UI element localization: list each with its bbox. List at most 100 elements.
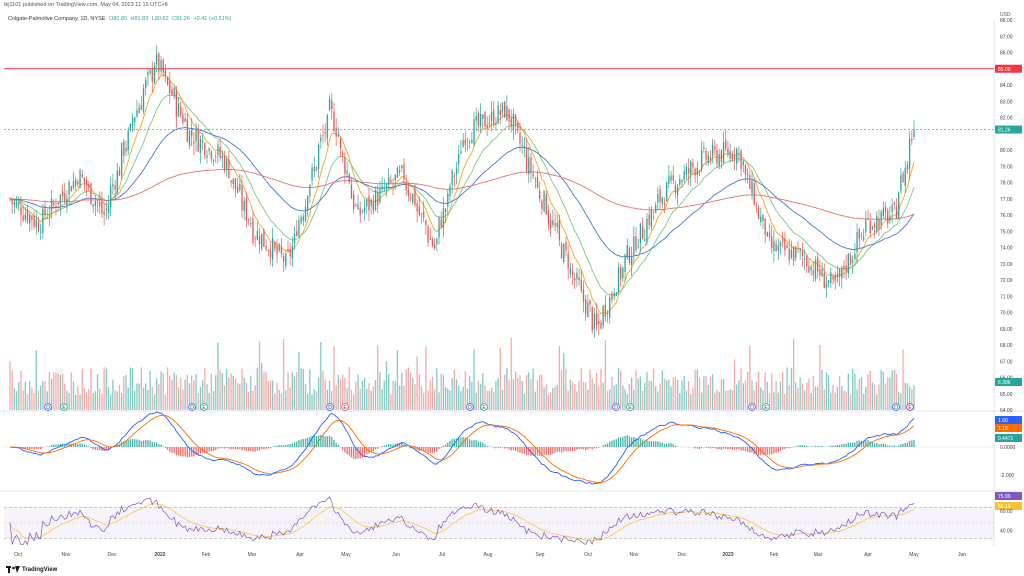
volume-bar xyxy=(344,377,346,410)
candle xyxy=(655,201,657,214)
candle xyxy=(77,178,79,188)
candle xyxy=(525,138,528,175)
symbol-name: Colgate-Palmolive Company, 1D, NYSE xyxy=(8,16,106,22)
volume-bar xyxy=(390,394,392,410)
candle xyxy=(543,189,545,213)
volume-bar xyxy=(90,368,92,410)
macd-hist-bar xyxy=(694,447,696,449)
volume-bar xyxy=(298,351,300,410)
volume-bar xyxy=(278,389,280,410)
price-tick-label: 75.00 xyxy=(1000,229,1013,235)
macd-hist-bar xyxy=(534,447,536,456)
macd-hist-bar xyxy=(53,444,55,447)
candle-body xyxy=(344,157,346,174)
volume-bar xyxy=(407,367,410,410)
candle-body xyxy=(394,174,396,181)
symbol-legend: Colgate-Palmolive Company, 1D, NYSE O80.… xyxy=(8,16,233,22)
macd-hist-bar xyxy=(755,447,758,455)
macd-hist-bar xyxy=(571,447,574,451)
macd-hist-bar xyxy=(75,443,77,447)
macd-hist-bar xyxy=(300,439,302,447)
candle-body xyxy=(600,322,602,329)
candle xyxy=(252,211,254,246)
candle xyxy=(258,227,261,255)
candle-body xyxy=(215,156,217,158)
volume-bar xyxy=(48,372,51,410)
volume-bar xyxy=(676,379,679,410)
macd-hist-bar xyxy=(821,445,823,447)
volume-bar xyxy=(655,386,657,410)
volume-bar xyxy=(396,350,399,410)
macd-hist-bar xyxy=(740,447,742,451)
candle xyxy=(510,109,512,133)
candle xyxy=(92,204,94,214)
candle-body xyxy=(823,272,825,289)
candle xyxy=(250,217,252,227)
candle-body xyxy=(339,138,342,148)
macd-hist-bar xyxy=(138,439,140,447)
macd-hist-bar xyxy=(788,447,790,449)
volume-bar xyxy=(539,374,541,410)
volume-bar xyxy=(615,384,617,410)
volume-bar xyxy=(103,367,105,410)
candle xyxy=(843,260,845,279)
volume-bar xyxy=(267,381,269,410)
volume-bar xyxy=(681,380,683,410)
macd-hist-bar xyxy=(729,447,731,450)
candle-body xyxy=(827,280,830,283)
macd-hist-bar xyxy=(372,447,375,452)
candle-body xyxy=(821,268,823,277)
volume-bar xyxy=(749,345,751,410)
candle xyxy=(272,228,274,267)
macd-hist-bar xyxy=(589,447,591,449)
candle-body xyxy=(85,180,88,186)
candle-body xyxy=(733,155,736,159)
volume-bar xyxy=(366,388,368,410)
volume-bar xyxy=(24,381,26,410)
volume-bar xyxy=(195,373,197,410)
volume-bar xyxy=(830,392,832,410)
volume-bar xyxy=(799,377,801,410)
candle-body xyxy=(449,185,451,197)
candle xyxy=(350,177,353,199)
candle xyxy=(241,174,243,219)
candle-body xyxy=(184,118,186,122)
macd-hist-bar xyxy=(569,447,572,452)
macd-hist-bar xyxy=(162,446,164,447)
volume-bar xyxy=(77,386,79,410)
volume-bar xyxy=(431,376,434,410)
macd-hist-bar xyxy=(381,446,383,447)
volume-bar xyxy=(854,373,856,410)
volume-bar xyxy=(641,390,644,410)
candle xyxy=(105,201,107,220)
macd-hist-bar xyxy=(208,447,210,452)
candle xyxy=(854,243,856,260)
candle-body xyxy=(576,272,578,280)
candle xyxy=(698,169,701,177)
volume-bar xyxy=(519,375,521,410)
candle xyxy=(151,61,153,93)
volume-bar xyxy=(42,380,44,410)
volume-bar xyxy=(405,369,407,410)
candle-body xyxy=(53,203,55,206)
candle xyxy=(66,190,68,213)
candle xyxy=(44,200,46,221)
candle xyxy=(289,242,291,266)
volume-bar xyxy=(547,394,550,410)
badge-circle xyxy=(341,403,349,411)
volume-bar xyxy=(191,375,193,410)
candle-body xyxy=(792,246,795,261)
macd-hist-bar xyxy=(414,447,416,450)
candle-body xyxy=(197,131,199,152)
macd-hist-bar xyxy=(749,447,751,453)
candle xyxy=(580,269,582,294)
candle-body xyxy=(683,171,685,181)
volume-bar xyxy=(825,372,828,410)
candle xyxy=(416,199,418,223)
volume-bar xyxy=(112,379,114,410)
volume-bar xyxy=(810,392,812,410)
volume-bar xyxy=(342,374,344,410)
candle-body xyxy=(333,111,335,131)
candle-body xyxy=(120,142,123,176)
